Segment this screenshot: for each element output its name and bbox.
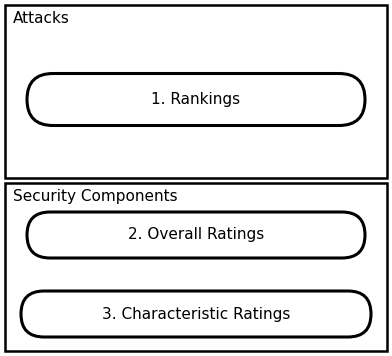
FancyBboxPatch shape bbox=[27, 212, 365, 258]
FancyBboxPatch shape bbox=[21, 291, 371, 337]
Text: Security Components: Security Components bbox=[13, 189, 178, 204]
Text: Attacks: Attacks bbox=[13, 11, 70, 26]
Text: 3. Characteristic Ratings: 3. Characteristic Ratings bbox=[102, 307, 290, 321]
FancyBboxPatch shape bbox=[5, 5, 387, 178]
FancyBboxPatch shape bbox=[5, 183, 387, 351]
FancyBboxPatch shape bbox=[27, 73, 365, 126]
Text: 1. Rankings: 1. Rankings bbox=[151, 92, 241, 107]
Text: 2. Overall Ratings: 2. Overall Ratings bbox=[128, 227, 264, 242]
